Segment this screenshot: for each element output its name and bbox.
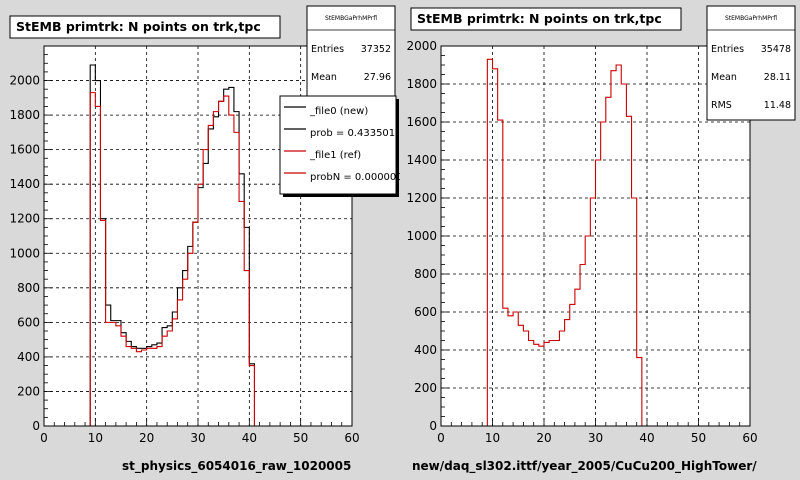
y-tick-label: 1800 <box>9 108 40 122</box>
stats-value: 28.11 <box>764 72 791 83</box>
left-histogram: 0 200 400 600 800 1000 1200 1400 1600 1800 2000 0 10… <box>9 5 400 474</box>
histogram-series-ref <box>441 58 750 427</box>
histogram-series-ref <box>44 92 352 427</box>
x-tick-label: 20 <box>536 431 551 445</box>
stats-value: 35478 <box>761 44 791 55</box>
x-tick-label: 60 <box>742 431 757 445</box>
stats-value: 11.48 <box>764 100 791 111</box>
plot-frame <box>440 45 751 427</box>
y-tick-label: 400 <box>414 343 437 357</box>
y-tick-label: 1600 <box>9 143 40 157</box>
plot-title: StEMB primtrk: N points on trk,tpc <box>417 11 662 26</box>
stats-label: Mean <box>311 72 337 83</box>
stats-label: Mean <box>711 72 737 83</box>
x-tick-label: 20 <box>139 431 154 445</box>
y-tick-label: 0 <box>429 419 437 433</box>
plot-title: StEMB primtrk: N points on trk,tpc <box>16 19 261 34</box>
y-tick-label: 600 <box>414 305 437 319</box>
plot-frame-border <box>43 45 353 427</box>
y-tick-label: 2000 <box>9 74 40 88</box>
legend-entry: probN = 0.000000 <box>310 172 400 183</box>
y-tick-label: 800 <box>17 281 40 295</box>
y-tick-label: 1000 <box>406 229 437 243</box>
right-plot-pad: 0 200 400 600 800 1000 1200 1400 1600 1800 2000 0 10… <box>400 0 800 480</box>
histogram-series-new <box>44 64 352 427</box>
plot-frame-border <box>440 45 751 427</box>
x-tick-label: 0 <box>40 431 48 445</box>
y-tick-label: 600 <box>17 315 40 329</box>
y-tick-label: 2000 <box>406 39 437 53</box>
x-tick-label: 40 <box>242 431 257 445</box>
y-tick-label: 800 <box>414 267 437 281</box>
x-axis-label: st_physics_6054016_raw_1020005 <box>122 459 351 474</box>
legend-box <box>279 95 397 195</box>
y-tick-label: 1000 <box>9 246 40 260</box>
stats-label: Entries <box>311 44 344 55</box>
x-tick-label: 30 <box>588 431 603 445</box>
y-tick-label: 200 <box>17 384 40 398</box>
stats-label: Entries <box>711 44 744 55</box>
x-tick-label: 30 <box>190 431 205 445</box>
stats-box <box>706 5 796 121</box>
stats-label: RMS <box>711 100 732 111</box>
title-box <box>410 7 682 31</box>
y-tick-label: 400 <box>17 350 40 364</box>
right-histogram: 0 200 400 600 800 1000 1200 1400 1600 1800 2000 0 10… <box>406 5 796 474</box>
stats-box-name: StEMBGaPrhMPrfl <box>725 15 777 22</box>
x-tick-label: 50 <box>293 431 308 445</box>
y-tick-label: 1200 <box>9 212 40 226</box>
legend-entry: prob = 0.433501 <box>310 128 395 139</box>
y-tick-label: 1800 <box>406 77 437 91</box>
y-tick-label: 1400 <box>9 177 40 191</box>
legend-entry: _file1 (ref) <box>309 150 361 161</box>
y-tick-label: 1600 <box>406 115 437 129</box>
y-tick-label: 1200 <box>406 191 437 205</box>
stats-value: 37352 <box>361 44 391 55</box>
x-tick-label: 40 <box>639 431 654 445</box>
y-tick-label: 200 <box>414 381 437 395</box>
stats-box-name: StEMBGaPrhMPrfl <box>325 15 377 22</box>
title-box <box>9 15 281 39</box>
x-tick-label: 10 <box>485 431 500 445</box>
x-tick-label: 0 <box>437 431 445 445</box>
y-tick-label: 0 <box>32 419 40 433</box>
y-tick-label: 1400 <box>406 153 437 167</box>
x-tick-label: 10 <box>88 431 103 445</box>
x-tick-label: 60 <box>344 431 359 445</box>
legend-entry: _file0 (new) <box>309 106 368 117</box>
stats-value: 27.96 <box>364 72 391 83</box>
left-plot-pad: 0 200 400 600 800 1000 1200 1400 1600 1800 2000 0 10… <box>9 5 400 474</box>
x-axis-label: new/daq_sl302.ittf/year_2005/CuCu200_Hig… <box>412 459 757 474</box>
x-tick-label: 50 <box>691 431 706 445</box>
